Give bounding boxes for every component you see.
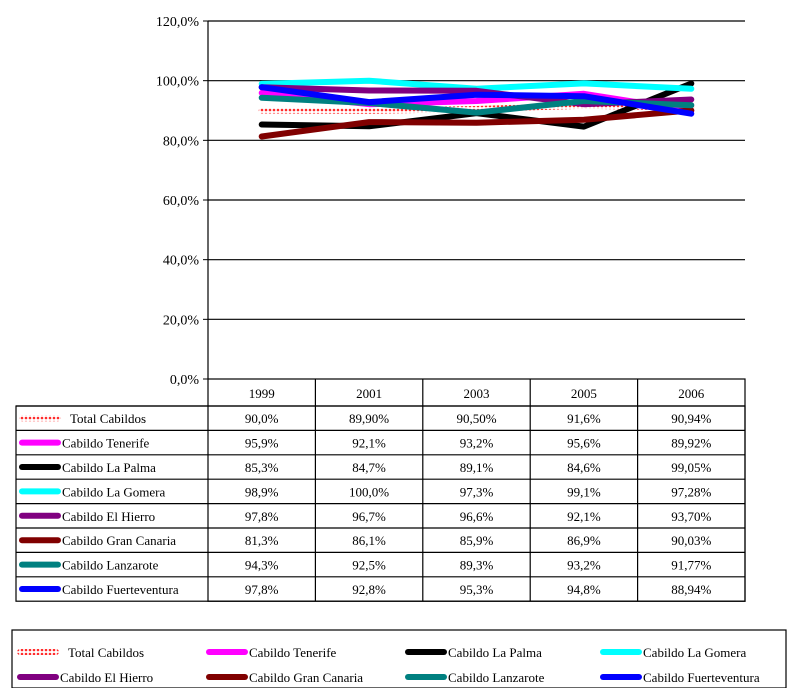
y-tick-label: 120,0%: [156, 15, 200, 30]
table-row-label: Cabildo Fuerteventura: [62, 582, 179, 597]
table-cell-value: 92,5%: [352, 558, 386, 573]
table-cell-value: 92,8%: [352, 582, 386, 597]
table-cell-value: 89,3%: [460, 558, 494, 573]
table-row-label: Cabildo El Hierro: [62, 509, 155, 524]
table-row-label: Total Cabildos: [70, 411, 146, 426]
table-cell-value: 86,9%: [567, 533, 601, 548]
data-table: 1999 2001 2003 2005 2006 Total Cabildos 90,0% 8…: [15, 378, 746, 602]
table-cell-value: 84,7%: [352, 460, 386, 475]
table-cell-value: 93,70%: [671, 509, 711, 524]
table-cell-value: 96,7%: [352, 509, 386, 524]
table-cell-value: 88,94%: [671, 582, 711, 597]
gridlines: [208, 20, 745, 320]
legend-entry-label: Cabildo Fuerteventura: [643, 670, 760, 685]
legend: Total Cabildos Cabildo Tenerife Cabildo La…: [11, 629, 787, 688]
table-cell-value: 84,6%: [567, 460, 601, 475]
table-cell-value: 93,2%: [460, 436, 494, 451]
table-row-label: Cabildo Tenerife: [62, 436, 150, 451]
table-cell-value: 93,2%: [567, 558, 601, 573]
y-tick-label: 80,0%: [163, 134, 200, 149]
legend-entry-label: Cabildo El Hierro: [60, 670, 153, 685]
table-cell-value: 85,3%: [245, 460, 279, 475]
x-category-label: 2005: [571, 386, 597, 401]
y-tick-label: 20,0%: [163, 313, 200, 328]
table-cell-value: 91,77%: [671, 558, 711, 573]
table-row-label: Cabildo La Gomera: [62, 484, 165, 499]
table-cell-value: 97,28%: [671, 484, 711, 499]
table-cell-value: 81,3%: [245, 533, 279, 548]
series-line: [258, 107, 695, 140]
legend-box: [11, 629, 787, 688]
table-row-label: Cabildo La Palma: [62, 460, 156, 475]
table-cell-value: 97,8%: [245, 509, 279, 524]
table-cell-value: 90,03%: [671, 533, 711, 548]
y-tick-label: 60,0%: [163, 194, 200, 209]
table-cell-value: 100,0%: [349, 484, 389, 499]
x-category-label: 2006: [678, 386, 705, 401]
legend-entry-label: Cabildo La Palma: [448, 645, 542, 660]
axes: 0,0% 20,0% 40,0% 60,0% 80,0% 100,0% 120,0%: [156, 15, 209, 388]
table-cell-value: 95,3%: [460, 582, 494, 597]
table-cell-value: 92,1%: [352, 436, 386, 451]
series-line: [258, 84, 695, 117]
table-cell-value: 95,6%: [567, 436, 601, 451]
table-cell-value: 90,50%: [456, 411, 496, 426]
legend-entry-label: Cabildo Gran Canaria: [249, 670, 363, 685]
table-cell-value: 89,90%: [349, 411, 389, 426]
legend-entry-label: Cabildo La Gomera: [643, 645, 746, 660]
x-category-label: 1999: [249, 386, 275, 401]
legend-entry-label: Total Cabildos: [68, 645, 144, 660]
table-cell-value: 89,92%: [671, 436, 711, 451]
table-cell-value: 95,9%: [245, 436, 279, 451]
x-category-label: 2001: [356, 386, 382, 401]
x-category-label: 2003: [464, 386, 490, 401]
table-row-label: Cabildo Lanzarote: [62, 558, 159, 573]
y-tick-label: 100,0%: [156, 75, 200, 90]
table-cell-value: 97,3%: [460, 484, 494, 499]
legend-entry-label: Cabildo Tenerife: [249, 645, 337, 660]
series-line: [258, 102, 695, 114]
legend-entry-label: Cabildo Lanzarote: [448, 670, 545, 685]
table-cell-value: 86,1%: [352, 533, 386, 548]
table-cell-value: 85,9%: [460, 533, 494, 548]
y-tick-label: 0,0%: [170, 373, 200, 388]
table-cell-value: 90,0%: [245, 411, 279, 426]
table-cell-value: 90,94%: [671, 411, 711, 426]
table-cell-value: 92,1%: [567, 509, 601, 524]
table-cell-value: 99,05%: [671, 460, 711, 475]
table-cell-value: 89,1%: [460, 460, 494, 475]
table-cell-value: 99,1%: [567, 484, 601, 499]
table-cell-value: 94,3%: [245, 558, 279, 573]
table-row-label: Cabildo Gran Canaria: [62, 533, 176, 548]
table-cell-value: 96,6%: [460, 509, 494, 524]
table-cell-value: 94,8%: [567, 582, 601, 597]
series-lines: [258, 77, 695, 140]
y-tick-label: 40,0%: [163, 254, 200, 269]
table-cell-value: 91,6%: [567, 411, 601, 426]
table-cell-value: 98,9%: [245, 484, 279, 499]
table-cell-value: 97,8%: [245, 582, 279, 597]
